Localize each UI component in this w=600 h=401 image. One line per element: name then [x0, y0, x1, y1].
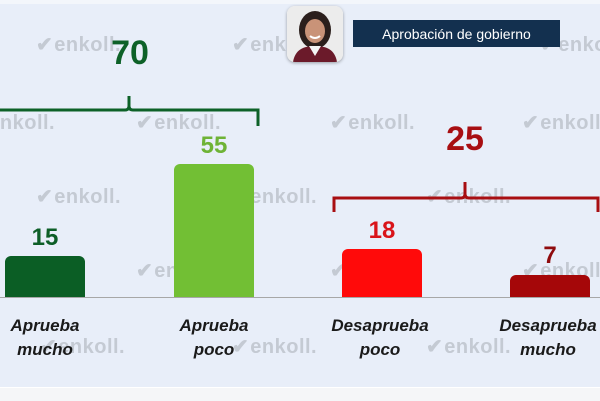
- enkoll-logo-icon: ✔: [522, 112, 540, 134]
- disapprove-bracket: [332, 182, 600, 212]
- watermark: ✔enkoll.: [330, 112, 416, 134]
- bar-desaprueba-mucho: [510, 275, 590, 297]
- watermark: ✔enkoll.: [426, 336, 512, 358]
- bar-aprueba-mucho: [5, 256, 85, 297]
- watermark: ✔enkoll.: [232, 336, 318, 358]
- bar-value-aprueba-mucho: 15: [31, 224, 59, 251]
- top-strip: [0, 0, 600, 4]
- chart-title: Aprobación de gobierno: [353, 20, 560, 47]
- enkoll-logo-icon: ✔: [136, 112, 154, 134]
- enkoll-logo-icon: ✔: [232, 336, 250, 358]
- watermark: ✔enkoll.: [522, 112, 600, 134]
- category-label-aprueba-mucho: Aprueba mucho: [10, 316, 80, 359]
- bar-aprueba-poco: [174, 164, 254, 297]
- disapprove-total: 25: [446, 120, 484, 158]
- politician-photo: [287, 6, 343, 62]
- approve-bracket: [0, 96, 260, 126]
- enkoll-logo-icon: ✔: [426, 336, 444, 358]
- enkoll-logo-icon: ✔: [330, 112, 348, 134]
- bar-value-aprueba-poco: 55: [200, 132, 228, 159]
- category-label-desaprueba-poco: Desaprueba poco: [331, 316, 429, 359]
- bar-desaprueba-poco: [342, 249, 422, 297]
- watermark: ✔enkoll.: [36, 186, 122, 208]
- enkoll-logo-icon: ✔: [40, 336, 58, 358]
- category-label-desaprueba-mucho: Desaprueba mucho: [499, 316, 597, 359]
- watermark: ✔enkoll.: [36, 34, 122, 56]
- x-axis-baseline: [0, 297, 600, 298]
- bar-value-desaprueba-mucho: 7: [543, 242, 557, 269]
- watermark: ✔enkoll.: [0, 112, 56, 134]
- bar-value-desaprueba-poco: 18: [368, 217, 396, 244]
- bottom-strip: [0, 387, 600, 401]
- person-portrait-icon: [287, 6, 343, 62]
- watermark: ✔enkoll.: [40, 336, 126, 358]
- watermark: ✔enkoll.: [136, 112, 222, 134]
- enkoll-logo-icon: ✔: [36, 186, 54, 208]
- approve-total: 70: [111, 34, 149, 72]
- enkoll-logo-icon: ✔: [232, 34, 250, 56]
- category-label-aprueba-poco: Aprueba poco: [179, 316, 249, 359]
- enkoll-logo-icon: ✔: [136, 260, 154, 282]
- enkoll-logo-icon: ✔: [36, 34, 54, 56]
